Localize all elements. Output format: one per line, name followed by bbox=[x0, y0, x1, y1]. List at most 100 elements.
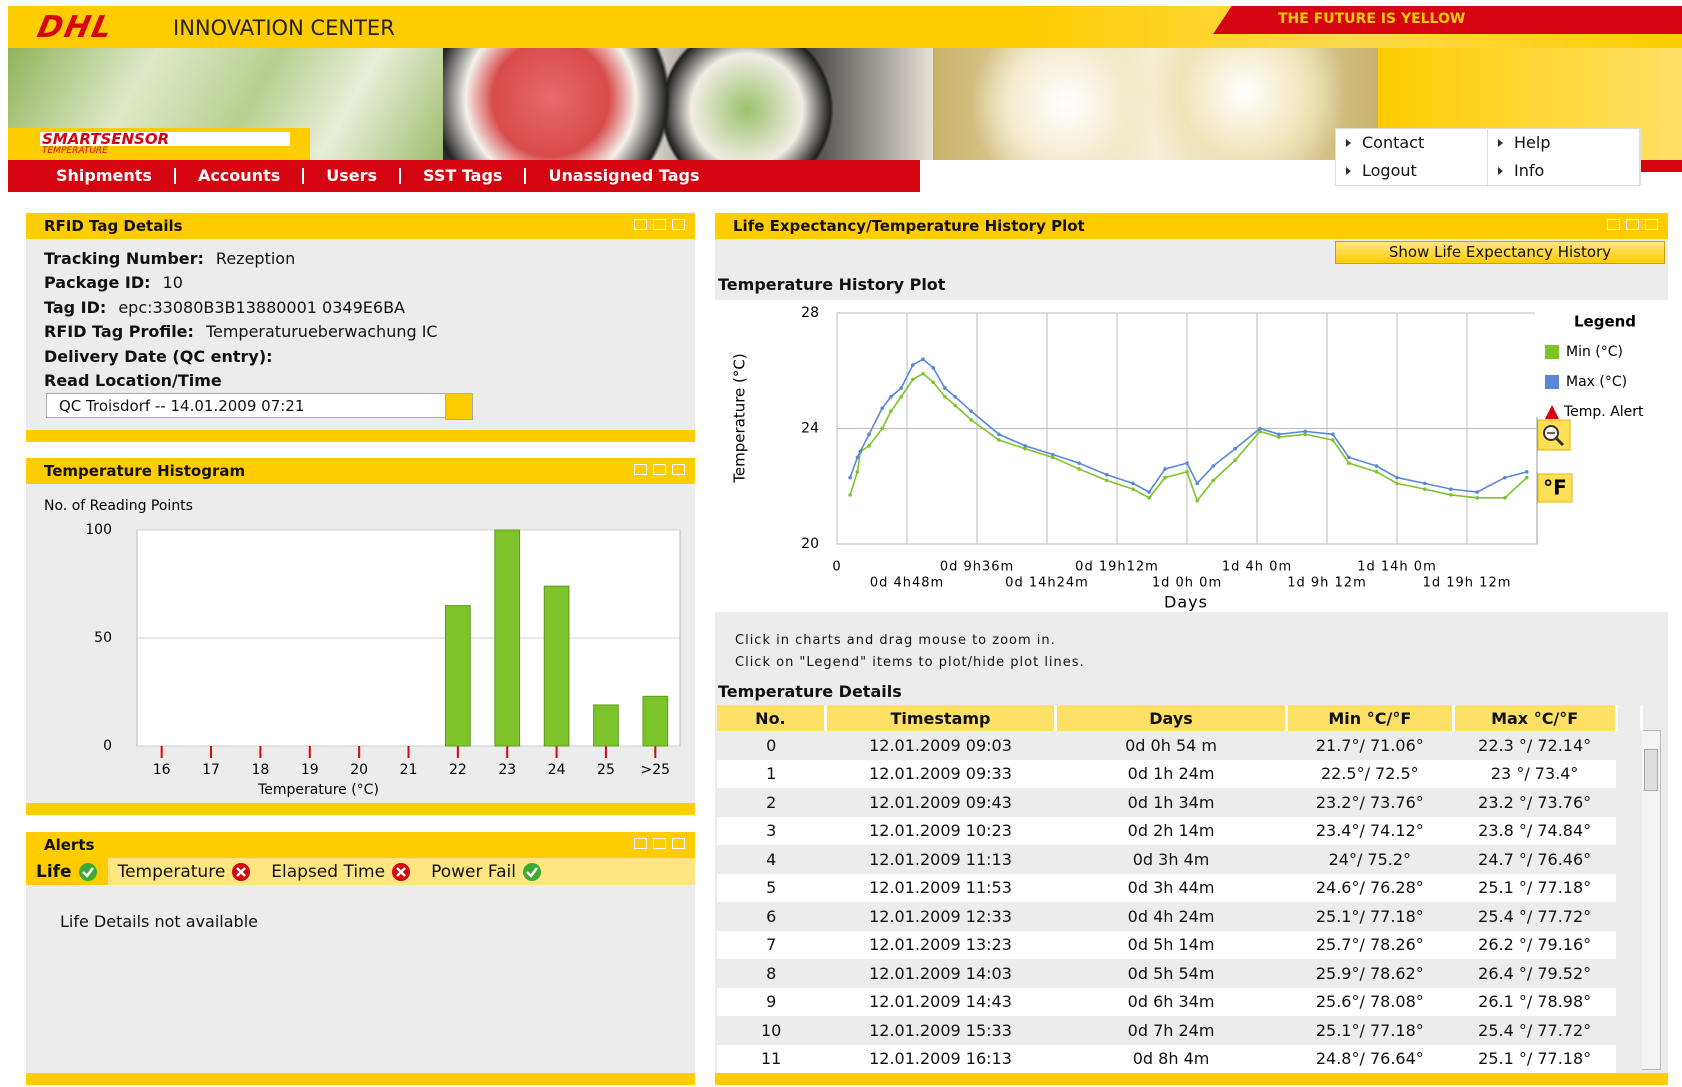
data-point bbox=[1051, 453, 1055, 457]
data-point bbox=[1185, 461, 1189, 465]
field-label: Tracking Number: bbox=[44, 249, 204, 268]
status-icon bbox=[231, 862, 251, 882]
product-sub: TEMPERATURE bbox=[42, 146, 108, 156]
data-point bbox=[1211, 464, 1215, 468]
location-select[interactable]: QC Troisdorf -- 14.01.2009 07:21 bbox=[46, 393, 446, 418]
legend-label[interactable]: Max (°C) bbox=[1566, 374, 1627, 390]
data-point bbox=[1525, 470, 1529, 474]
banner-sushi bbox=[443, 48, 933, 160]
unit-label[interactable]: °F bbox=[1543, 476, 1567, 500]
legend-swatch[interactable] bbox=[1545, 345, 1559, 359]
table-cell: 9 bbox=[717, 988, 825, 1017]
data-point bbox=[1375, 464, 1379, 468]
x-tick-label: 21 bbox=[400, 762, 418, 778]
panel-footer bbox=[715, 1073, 1668, 1085]
legend-label[interactable]: Temp. Alert bbox=[1563, 404, 1644, 420]
field-label: Delivery Date (QC entry): bbox=[44, 347, 273, 366]
cell-spacer bbox=[1616, 731, 1641, 760]
tab-label: Life bbox=[36, 862, 72, 882]
table-cell: 23.8 °/ 74.84° bbox=[1453, 817, 1616, 846]
details-table: No.TimestampDaysMin °C/°FMax °C/°F012.01… bbox=[717, 705, 1643, 1073]
table-cell: 12.01.2009 11:13 bbox=[825, 845, 1055, 874]
table-cell: 8 bbox=[717, 959, 825, 988]
panel-title: Life Expectancy/Temperature History Plot bbox=[733, 217, 1085, 235]
legend-swatch[interactable] bbox=[1545, 375, 1559, 389]
window-icons[interactable] bbox=[634, 219, 685, 230]
status-icon bbox=[391, 862, 411, 882]
plot-title: Temperature History Plot bbox=[718, 275, 945, 294]
icon-bg bbox=[523, 863, 541, 881]
table-cell: 0d 7h 24m bbox=[1056, 1016, 1287, 1045]
alert-message: Life Details not available bbox=[60, 912, 258, 931]
window-icons[interactable] bbox=[1607, 219, 1658, 230]
x-tick-label: >25 bbox=[641, 762, 671, 778]
data-point bbox=[1258, 427, 1262, 431]
data-point bbox=[1211, 479, 1215, 483]
nav-item[interactable]: Unassigned Tags bbox=[524, 168, 721, 184]
history-button[interactable]: Show Life Expectancy History bbox=[1335, 241, 1665, 264]
panel-title: Alerts bbox=[44, 836, 94, 854]
icon-bg bbox=[79, 863, 97, 881]
table-cell: 5 bbox=[717, 874, 825, 903]
cell-spacer bbox=[1616, 845, 1641, 874]
data-point bbox=[931, 381, 935, 385]
data-point bbox=[1077, 461, 1081, 465]
cell-spacer bbox=[1616, 931, 1641, 960]
table-cell: 24°/ 75.2° bbox=[1286, 845, 1453, 874]
panel-footer bbox=[26, 803, 695, 815]
link-item[interactable]: Logout bbox=[1336, 157, 1488, 185]
data-point bbox=[848, 476, 852, 480]
note: Click on "Legend" items to plot/hide plo… bbox=[735, 655, 1085, 670]
table-row: 1112.01.2009 16:130d 8h 4m24.8°/ 76.64°2… bbox=[717, 1045, 1642, 1074]
nav-item[interactable]: SST Tags bbox=[399, 168, 524, 184]
panel-title: RFID Tag Details bbox=[44, 217, 183, 235]
data-point bbox=[1147, 490, 1151, 494]
tab-label: Elapsed Time bbox=[271, 862, 385, 882]
nav-item[interactable]: Shipments bbox=[38, 168, 174, 184]
x-tick-label: 18 bbox=[251, 762, 269, 778]
alert-tab[interactable]: Temperature bbox=[108, 858, 262, 885]
link-item[interactable]: Info bbox=[1488, 157, 1641, 185]
data-point bbox=[1163, 476, 1167, 480]
field-value: Rezeption bbox=[216, 249, 295, 268]
link-item[interactable]: Contact bbox=[1336, 129, 1488, 157]
x-tick-label: 20 bbox=[350, 762, 368, 778]
panel-header: Temperature Histogram bbox=[26, 458, 695, 484]
table-row: 912.01.2009 14:430d 6h 34m25.6°/ 78.08°2… bbox=[717, 988, 1642, 1017]
table-cell: 0d 6h 34m bbox=[1056, 988, 1287, 1017]
panel-header: Life Expectancy/Temperature History Plot bbox=[715, 213, 1668, 239]
window-icons[interactable] bbox=[634, 838, 685, 849]
bar bbox=[643, 696, 668, 746]
window-icons[interactable] bbox=[634, 464, 685, 475]
data-point bbox=[1023, 444, 1027, 448]
nav-item[interactable]: Users bbox=[302, 168, 399, 184]
nav-item[interactable]: Accounts bbox=[174, 168, 302, 184]
table-cell: 26.2 °/ 79.16° bbox=[1453, 931, 1616, 960]
legend-label[interactable]: Min (°C) bbox=[1566, 344, 1623, 360]
data-point bbox=[943, 395, 947, 399]
data-point bbox=[1395, 476, 1399, 480]
data-point bbox=[1131, 482, 1135, 486]
scrollbar[interactable] bbox=[1641, 730, 1661, 1070]
table-cell: 25.6°/ 78.08° bbox=[1286, 988, 1453, 1017]
table-cell: 0d 8h 4m bbox=[1056, 1045, 1287, 1074]
table-cell: 25.1°/ 77.18° bbox=[1286, 902, 1453, 931]
table-cell: 12.01.2009 14:43 bbox=[825, 988, 1055, 1017]
header-row: No.TimestampDaysMin °C/°FMax °C/°F bbox=[717, 705, 1642, 731]
note: Click in charts and drag mouse to zoom i… bbox=[735, 633, 1056, 648]
data-point bbox=[1131, 487, 1135, 491]
banner-flowers bbox=[933, 48, 1378, 160]
data-point bbox=[1503, 476, 1507, 480]
table-cell: 10 bbox=[717, 1016, 825, 1045]
panel-header: Alerts bbox=[26, 832, 695, 858]
alert-tab[interactable]: Power Fail bbox=[421, 858, 552, 885]
legend-title: Legend bbox=[1574, 313, 1636, 331]
x-tick-label: 0d 19h12m bbox=[1075, 560, 1159, 575]
link-item[interactable]: Help bbox=[1488, 129, 1641, 157]
alert-tab[interactable]: Life bbox=[26, 858, 108, 885]
data-point bbox=[1163, 467, 1167, 471]
data-point bbox=[889, 395, 893, 399]
cell-spacer bbox=[1616, 1016, 1641, 1045]
alert-tab[interactable]: Elapsed Time bbox=[261, 858, 421, 885]
